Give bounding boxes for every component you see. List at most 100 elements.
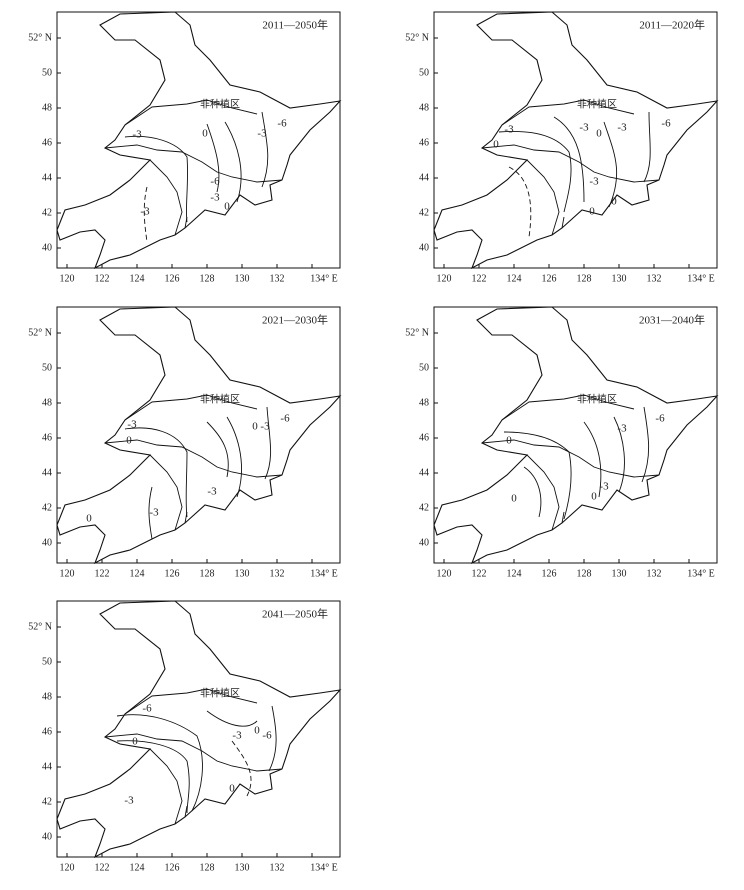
y-tick-label: 44: [419, 467, 429, 478]
contour-line: [148, 486, 153, 540]
region-label: 非种植区: [200, 392, 240, 405]
y-tick-label: 48: [42, 102, 52, 113]
y-tick-label: 52° N: [405, 327, 429, 338]
contour-line: [143, 186, 148, 243]
contour-label: -3: [132, 129, 142, 141]
contour-line: [116, 714, 203, 812]
contour-label: -3: [210, 192, 220, 204]
x-tick-label: 128: [200, 568, 215, 579]
contour-label: -6: [661, 118, 671, 130]
y-tick-label: 40: [42, 537, 52, 548]
x-tick-label: 132: [647, 568, 662, 579]
contour-label: 0: [596, 128, 602, 140]
y-tick-label: 50: [419, 362, 429, 373]
contour-label: 0: [202, 128, 208, 140]
x-tick-label: 126: [165, 273, 180, 284]
contour-label: -6: [142, 703, 152, 715]
contour-label: 0: [591, 491, 597, 503]
region-outline: [433, 306, 718, 564]
x-tick-label: 128: [577, 273, 592, 284]
contour-line: [261, 111, 269, 188]
y-tick-label: 42: [419, 207, 429, 218]
contour-line: [231, 740, 252, 797]
x-tick-label: 122: [95, 273, 110, 284]
contour-line: [268, 705, 277, 772]
contour-label: 0: [611, 196, 617, 208]
y-tick-label: 52° N: [28, 32, 52, 43]
x-tick-label: 120: [60, 568, 75, 579]
contour-label: -6: [280, 413, 290, 425]
y-tick-label: 46: [42, 137, 52, 148]
y-tick-label: 40: [42, 242, 52, 253]
contour-label: -6: [210, 176, 220, 188]
y-tick-label: 48: [419, 102, 429, 113]
contour-line: [503, 431, 572, 520]
y-tick-label: 48: [42, 397, 52, 408]
contour-line: [206, 123, 220, 193]
y-tick-label: 46: [419, 432, 429, 443]
x-tick-label: 130: [235, 273, 250, 284]
x-tick-label: 134° E: [687, 273, 715, 284]
contour-label: 0: [126, 435, 132, 447]
contour-line: [224, 121, 242, 203]
x-tick-label: 122: [472, 273, 487, 284]
region-label: 非种植区: [577, 97, 617, 110]
y-tick-label: 48: [419, 397, 429, 408]
y-tick-label: 46: [42, 432, 52, 443]
contour-label: -3: [232, 730, 242, 742]
contour-line: [124, 427, 188, 518]
y-tick-label: 50: [419, 67, 429, 78]
region-label: 非种植区: [200, 97, 240, 110]
x-tick-label: 122: [95, 568, 110, 579]
x-tick-label: 126: [542, 273, 557, 284]
x-tick-label: 130: [235, 862, 250, 873]
panel-title: 2011—2020年: [639, 18, 705, 32]
contour-label: 0: [252, 421, 258, 433]
x-tick-label: 124: [507, 273, 522, 284]
y-tick-label: 46: [419, 137, 429, 148]
region-label: 非种植区: [200, 686, 240, 699]
x-tick-label: 132: [270, 862, 285, 873]
contour-label: -3: [207, 486, 217, 498]
contour-label: 0: [229, 783, 235, 795]
x-tick-label: 134° E: [687, 568, 715, 579]
x-tick-label: 122: [95, 862, 110, 873]
region-outline: [56, 11, 341, 269]
y-tick-label: 42: [42, 207, 52, 218]
x-tick-label: 132: [270, 273, 285, 284]
x-tick-label: 128: [200, 273, 215, 284]
x-tick-label: 128: [577, 568, 592, 579]
contour-label: -3: [127, 419, 137, 431]
contour-line: [603, 121, 618, 208]
contour-label: -3: [140, 206, 150, 218]
contour-label: 0: [511, 493, 517, 505]
contour-line: [508, 166, 532, 238]
region-outline: [56, 600, 341, 858]
y-tick-label: 42: [42, 796, 52, 807]
x-tick-label: 124: [130, 273, 145, 284]
contour-label: -6: [262, 730, 272, 742]
contour-label: -3: [257, 128, 267, 140]
y-tick-label: 50: [42, 656, 52, 667]
y-tick-label: 42: [42, 502, 52, 513]
region-outline: [56, 306, 341, 564]
x-tick-label: 126: [542, 568, 557, 579]
x-tick-label: 134° E: [310, 862, 338, 873]
contour-line: [498, 130, 572, 213]
contour-line: [226, 416, 242, 498]
y-tick-label: 44: [419, 172, 429, 183]
y-tick-label: 52° N: [28, 621, 52, 632]
x-tick-label: 128: [200, 862, 215, 873]
x-tick-label: 134° E: [310, 273, 338, 284]
contour-line: [641, 406, 650, 483]
contour-line: [613, 416, 625, 493]
map-frame: [433, 11, 718, 269]
contour-line: [643, 111, 651, 183]
region-label: 非种植区: [577, 392, 617, 405]
contour-label: -3: [124, 795, 134, 807]
y-tick-label: 46: [42, 726, 52, 737]
province-borders: [104, 394, 283, 531]
